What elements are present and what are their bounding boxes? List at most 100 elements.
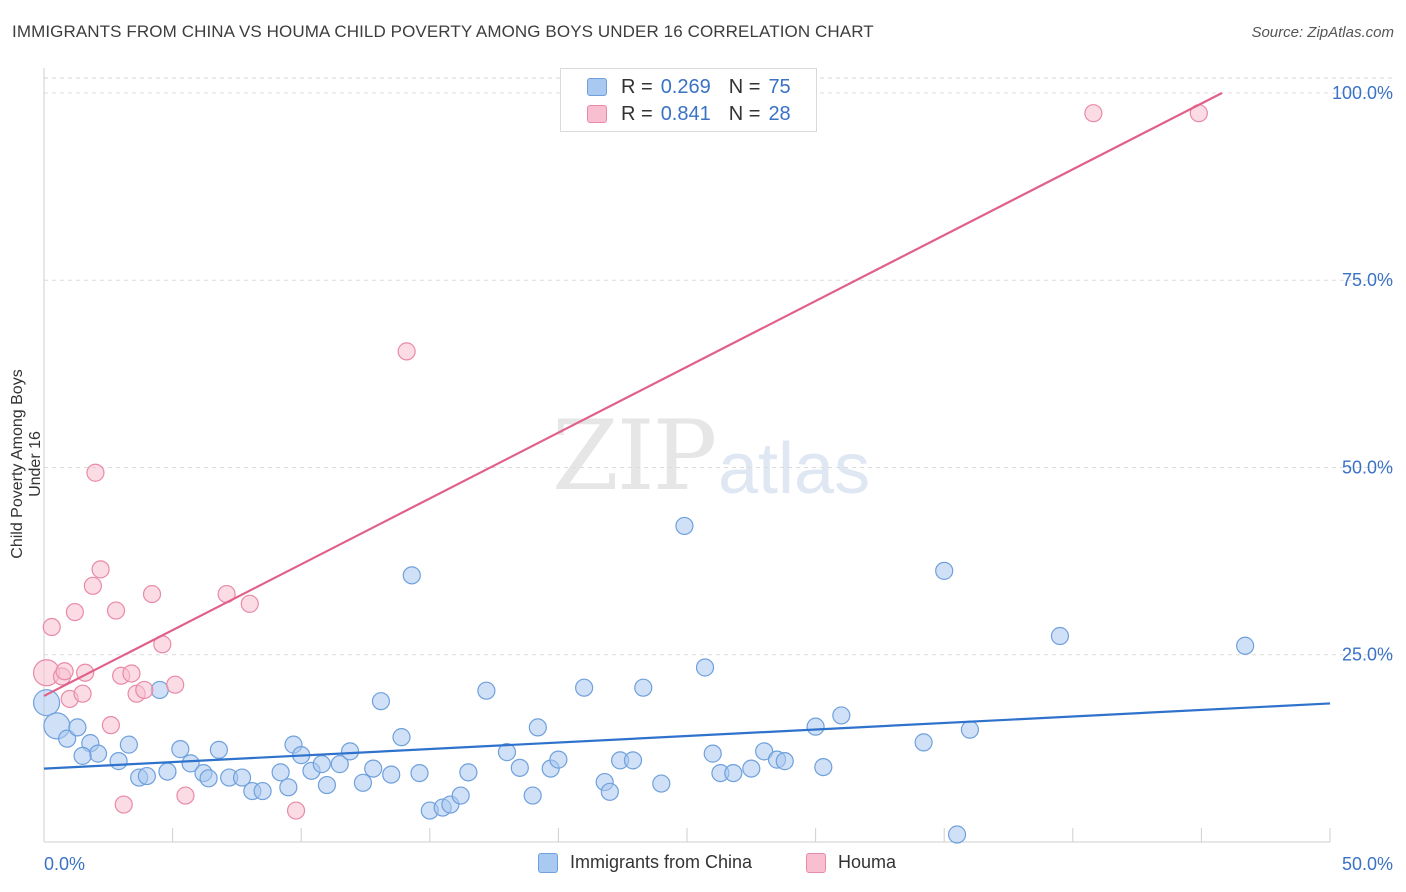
legend-n-value-houma: 28 (768, 102, 791, 125)
legend-bottom-label-china: Immigrants from China (570, 852, 753, 872)
data-point-china (119, 735, 138, 754)
data-point-houma (397, 342, 416, 361)
data-point-china (209, 740, 228, 759)
chart-title: IMMIGRANTS FROM CHINA VS HOUMA CHILD POV… (12, 22, 874, 41)
legend-n-value-china: 75 (768, 75, 791, 98)
data-point-china (330, 755, 349, 774)
legend-swatch-china (587, 78, 607, 96)
data-point-china (279, 778, 298, 797)
data-point-houma (240, 594, 259, 613)
data-point-china (832, 706, 851, 725)
data-point-china (317, 775, 337, 795)
trendline-china (43, 702, 1331, 770)
data-point-china (523, 786, 542, 805)
data-point-china (695, 658, 715, 677)
legend-stats-row-china: R = 0.269 N = 75 (587, 74, 791, 100)
legend-item-houma: Houma (806, 852, 896, 873)
data-point-china (814, 757, 833, 777)
data-point-china (58, 729, 77, 748)
data-point-china (150, 680, 169, 700)
legend-stats-row-houma: R = 0.841 N = 28 (587, 101, 791, 127)
data-point-houma (122, 664, 141, 683)
data-point-china (497, 743, 517, 762)
data-point-china (528, 718, 547, 737)
watermark-atlas: atlas (718, 429, 871, 509)
data-point-china (510, 758, 529, 777)
data-point-china (960, 720, 980, 739)
data-point-houma (42, 617, 61, 637)
y-tick-label: 25.0% (1342, 645, 1393, 665)
data-point-china (623, 751, 643, 770)
legend-bottom-swatch-china (538, 852, 558, 873)
data-point-china (32, 689, 61, 717)
data-point-china (253, 781, 272, 801)
x-tick-label-max: 50.0% (1342, 854, 1393, 874)
data-point-china (652, 774, 671, 793)
data-point-china (88, 744, 108, 763)
legend-n-label-houma: N = (728, 102, 761, 125)
data-point-houma (166, 675, 185, 694)
data-point-china (353, 773, 373, 792)
data-point-china (340, 742, 360, 761)
legend-series: Immigrants from China Houma (0, 852, 1406, 878)
data-point-china (181, 754, 200, 773)
data-point-china (364, 759, 383, 778)
data-point-houma (65, 602, 84, 622)
legend-bottom-label-houma: Houma (838, 852, 897, 872)
data-point-houma (176, 786, 195, 805)
data-point-china (600, 782, 619, 801)
y-tick-label: 75.0% (1342, 270, 1393, 290)
data-point-china (73, 746, 92, 765)
data-point-houma (114, 795, 133, 814)
y-tick-label: 100.0% (1332, 83, 1393, 103)
data-point-china (371, 692, 391, 711)
data-point-china (549, 750, 568, 769)
data-point-china (703, 744, 722, 763)
y-tick-label: 50.0% (1342, 457, 1393, 477)
data-point-houma (86, 463, 105, 482)
data-point-houma (1084, 104, 1103, 123)
data-point-china (232, 768, 252, 787)
data-point-china (775, 752, 794, 771)
data-point-houma (106, 601, 126, 620)
data-point-china (402, 566, 421, 585)
data-point-houma (135, 680, 154, 700)
data-point-houma (83, 576, 102, 595)
data-point-china (392, 728, 411, 747)
data-point-houma (55, 662, 74, 681)
data-point-china (312, 755, 331, 774)
data-point-houma (101, 716, 120, 735)
data-point-china (947, 825, 967, 844)
data-point-houma (91, 560, 110, 579)
data-point-china (914, 733, 933, 752)
legend-r-value-houma: 0.841 (660, 102, 711, 125)
data-point-china (109, 752, 128, 771)
data-point-china (459, 763, 478, 782)
data-point-china (158, 762, 177, 781)
legend-r-value-china: 0.269 (660, 75, 711, 98)
x-tick-label-min: 0.0% (44, 854, 85, 874)
data-point-china (634, 678, 653, 697)
data-point-china (382, 765, 401, 784)
trendline-houma (43, 92, 1223, 697)
data-point-china (68, 718, 87, 737)
watermark-zip: ZIP (552, 400, 717, 512)
data-point-china (575, 678, 594, 697)
legend-r-label-china: R = (621, 75, 653, 98)
data-point-china (742, 759, 761, 778)
data-point-china (451, 786, 470, 805)
data-point-china (806, 717, 825, 736)
data-point-china (477, 681, 496, 700)
chart-source: Source: ZipAtlas.com (1251, 24, 1394, 41)
data-point-china (1236, 636, 1255, 655)
legend-r-label-houma: R = (621, 102, 653, 125)
data-point-houma (286, 801, 306, 820)
data-point-china (675, 516, 694, 536)
data-point-china (137, 766, 156, 786)
data-point-china (271, 763, 290, 782)
data-point-china (935, 561, 954, 580)
data-point-china (724, 763, 743, 783)
data-point-china (171, 740, 190, 759)
data-point-houma (73, 684, 92, 703)
